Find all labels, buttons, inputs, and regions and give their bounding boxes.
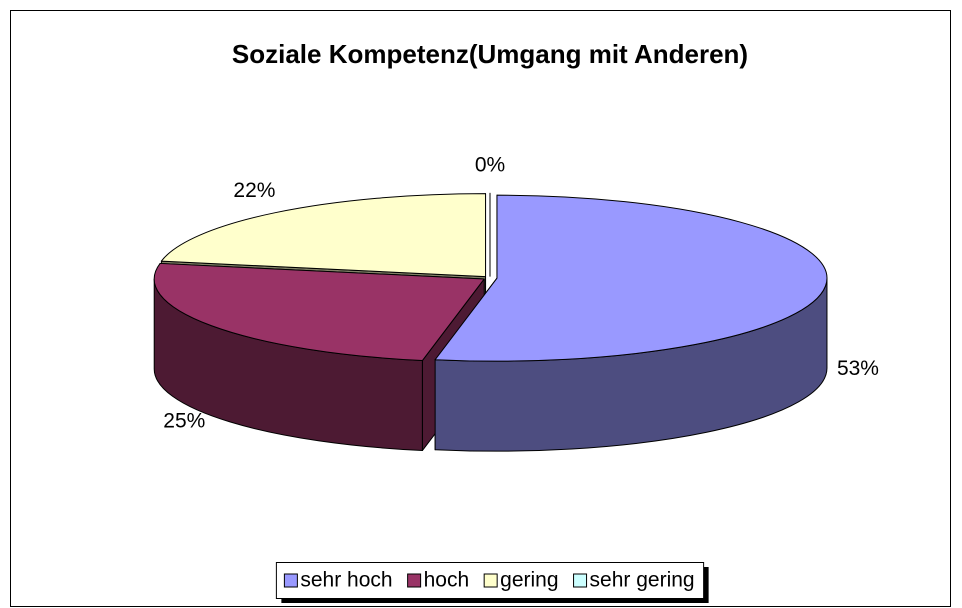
legend-label: sehr gering <box>590 569 695 592</box>
legend-swatch <box>283 573 298 588</box>
slice-tops <box>153 192 828 362</box>
legend-label: sehr hoch <box>300 569 392 592</box>
slice <box>160 193 487 278</box>
legend: sehr hoch hoch gering sehr gering <box>275 562 709 603</box>
data-label: 22% <box>233 179 275 202</box>
chart-title: Soziale Kompetenz(Umgang mit Anderen) <box>232 39 748 69</box>
legend-swatch <box>407 573 422 588</box>
data-labels: 53% 25% 22% 0% <box>163 153 879 432</box>
data-label: 0% <box>475 153 505 176</box>
legend-label: gering <box>500 569 558 592</box>
data-label: 25% <box>163 410 205 433</box>
legend-label: hoch <box>424 569 470 592</box>
slice <box>153 262 485 362</box>
legend-swatch <box>483 573 498 588</box>
legend-swatch <box>573 573 588 588</box>
data-label: 53% <box>837 357 879 380</box>
slice <box>434 194 828 362</box>
